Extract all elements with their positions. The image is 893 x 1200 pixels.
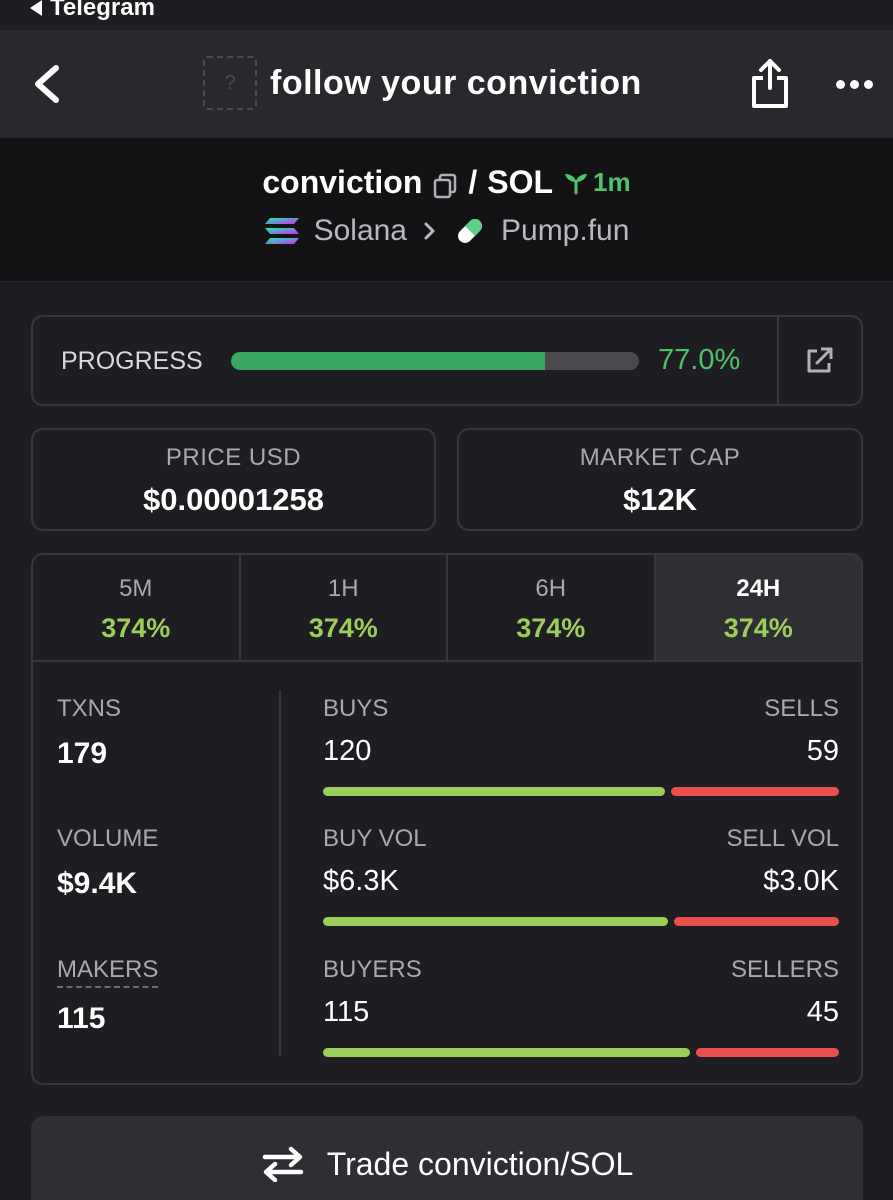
sells-bar-segment [671, 787, 839, 796]
stats-divider [279, 690, 281, 1056]
buyers-sellers-split: BUYERS SELLERS 115 45 [323, 956, 839, 1057]
progress-bar [231, 352, 639, 370]
back-app-label: Telegram [50, 0, 155, 21]
header: ? follow your conviction [0, 30, 893, 138]
sells-value: 59 [806, 735, 839, 767]
makers-value: 115 [57, 1002, 106, 1035]
pair-line: conviction / SOL 1m [0, 164, 893, 201]
makers-label[interactable]: MAKERS [57, 956, 159, 988]
chain-name[interactable]: Solana [313, 214, 407, 247]
chain-breadcrumb: Solana Pump.fun [0, 214, 893, 248]
transactions-card: 5M 374% 1H 374% 6H 374% 24H 374% TXNS 17… [31, 553, 863, 1085]
progress-bar-fill [231, 352, 546, 370]
progress-label: PROGRESS [61, 347, 203, 375]
buys-value: 120 [323, 735, 372, 767]
share-button[interactable] [748, 56, 792, 110]
chevron-left-icon [35, 65, 59, 103]
buy-vol-label: BUY VOL [323, 825, 427, 852]
more-dot-icon [864, 80, 873, 89]
share-icon [752, 59, 788, 108]
volume-label: VOLUME [57, 825, 159, 852]
sellers-label: SELLERS [730, 956, 839, 983]
market-cap-value: $12K [622, 482, 698, 517]
tab-change: 374% [101, 613, 171, 643]
back-to-app-link[interactable]: Telegram [30, 0, 155, 22]
sell-vol-value: $3.0K [763, 865, 839, 897]
volume-split: BUY VOL SELL VOL $6.3K $3.0K [323, 825, 839, 926]
tab-1h[interactable]: 1H 374% [241, 555, 448, 660]
buys-sells-bar [323, 787, 839, 796]
buyers-value: 115 [323, 996, 370, 1028]
trade-button-label: Trade conviction/SOL [326, 1145, 634, 1182]
market-cap-card: MARKET CAP $12K [457, 428, 863, 531]
progress-card: PROGRESS 77.0% [31, 315, 863, 406]
buyers-bar-segment [323, 1048, 690, 1057]
tab-label: 1H [327, 575, 359, 602]
pair-age: 1m [593, 167, 631, 197]
solana-icon [264, 218, 299, 244]
progress-divider [777, 317, 779, 404]
volume-bar [323, 917, 839, 926]
buys-label: BUYS [323, 695, 389, 722]
pair-separator: / [468, 164, 478, 200]
txns-label: TXNS [57, 695, 122, 722]
thumbnail-placeholder: ? [224, 71, 236, 94]
back-triangle-icon [30, 0, 42, 16]
tab-label: 5M [119, 575, 153, 602]
buyers-sellers-bar [323, 1048, 839, 1057]
page-title: follow your conviction [270, 64, 642, 102]
buy-vol-bar-segment [323, 917, 668, 926]
swap-arrows-icon [262, 1146, 303, 1182]
external-link-icon [807, 347, 833, 373]
price-card: PRICE USD $0.00001258 [31, 428, 436, 531]
tab-change: 374% [308, 613, 378, 643]
buyers-label: BUYERS [323, 956, 422, 983]
tab-5m[interactable]: 5M 374% [33, 555, 241, 660]
pair-age-badge: 1m [563, 167, 631, 198]
tab-label: 6H [535, 575, 567, 602]
tab-6h[interactable]: 6H 374% [448, 555, 656, 660]
more-dot-icon [836, 80, 845, 89]
sprout-icon [565, 173, 588, 194]
tab-24h[interactable]: 24H 374% [655, 555, 861, 660]
pair-info: conviction / SOL 1m [0, 138, 893, 282]
tab-change: 374% [516, 613, 586, 643]
sells-label: SELLS [764, 695, 839, 722]
txns-stat: TXNS 179 [57, 695, 121, 771]
sellers-bar-segment [696, 1048, 839, 1057]
price-label: PRICE USD [165, 444, 302, 471]
status-bar: Telegram [0, 0, 893, 30]
copy-icon [434, 173, 457, 198]
buy-vol-value: $6.3K [323, 865, 399, 897]
dex-name[interactable]: Pump.fun [501, 214, 630, 247]
trade-button[interactable]: Trade conviction/SOL [31, 1116, 863, 1200]
volume-value: $9.4K [57, 867, 138, 900]
more-dot-icon [850, 80, 859, 89]
sell-vol-bar-segment [674, 917, 839, 926]
txns-value: 179 [57, 737, 108, 770]
buys-sells-split: BUYS SELLS 120 59 [323, 695, 839, 796]
more-options-button[interactable] [836, 80, 873, 89]
chevron-right-icon [424, 222, 435, 240]
open-external-button[interactable] [803, 345, 835, 377]
timeframe-tabs: 5M 374% 1H 374% 6H 374% 24H 374% [33, 555, 861, 662]
pill-icon [458, 219, 482, 243]
tab-label: 24H [736, 575, 781, 602]
tab-change: 374% [723, 613, 793, 643]
progress-percent: 77.0% [658, 344, 741, 376]
copy-address-button[interactable] [432, 170, 458, 198]
volume-stat: VOLUME $9.4K [57, 825, 158, 901]
sellers-value: 45 [806, 996, 839, 1028]
base-token-symbol: conviction [262, 164, 423, 200]
buys-bar-segment [323, 787, 665, 796]
sell-vol-label: SELL VOL [726, 825, 839, 852]
token-thumbnail: ? [203, 56, 257, 110]
price-value: $0.00001258 [142, 482, 325, 517]
quote-token-symbol: SOL [487, 164, 554, 200]
makers-stat: MAKERS 115 [57, 956, 159, 1036]
back-button[interactable] [30, 62, 66, 106]
market-cap-label: MARKET CAP [579, 444, 741, 471]
